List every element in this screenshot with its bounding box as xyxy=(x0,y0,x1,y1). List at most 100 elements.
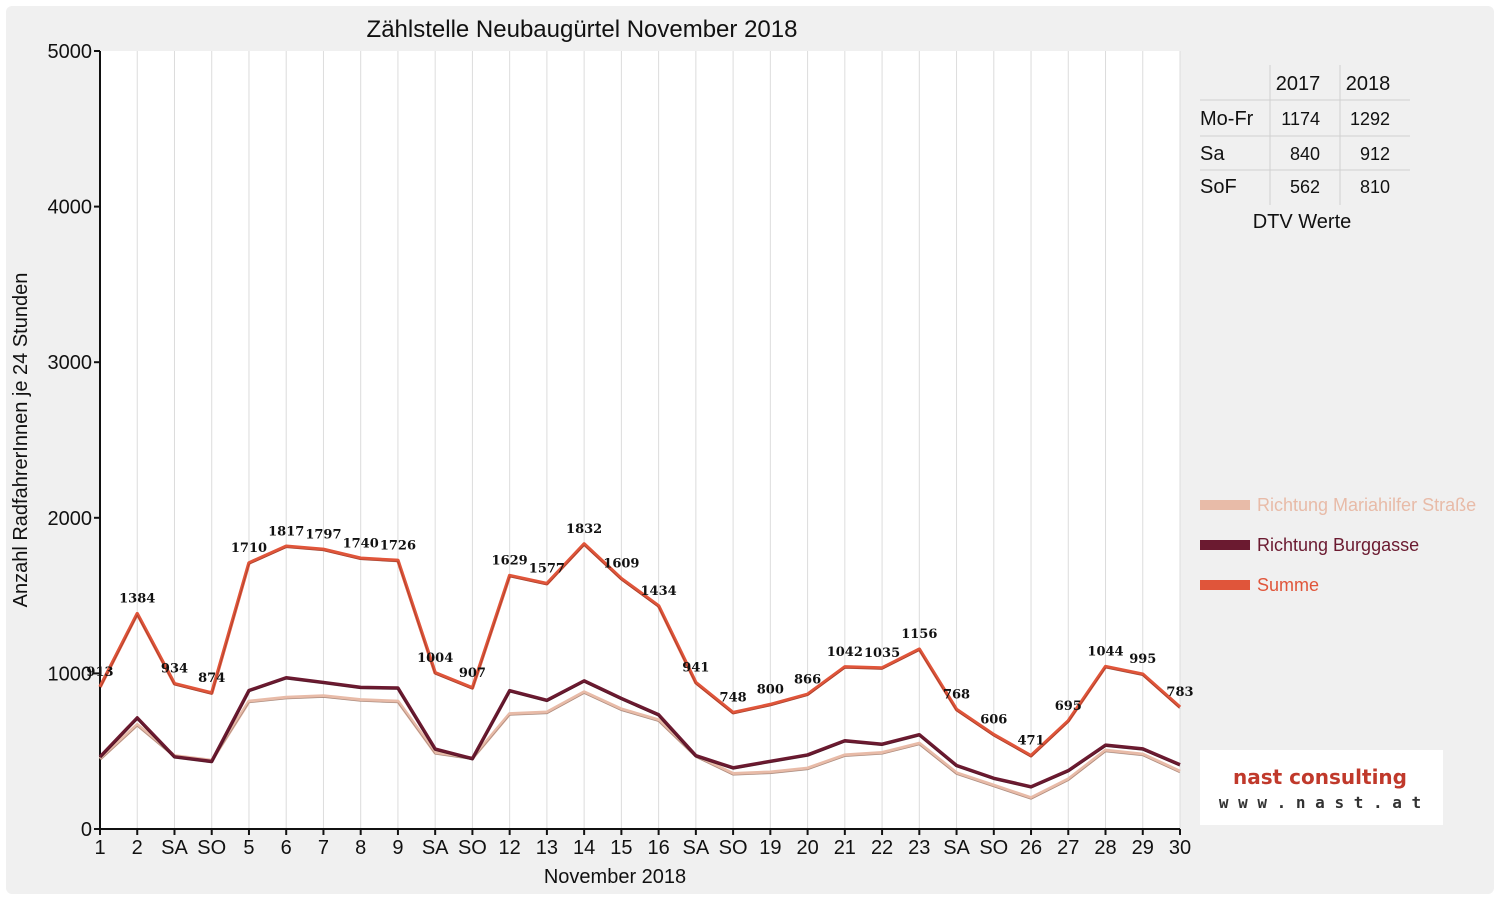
logo: nast consulting w w w . n a s t . a t xyxy=(1200,750,1443,825)
table-row-label: Mo-Fr xyxy=(1200,108,1254,130)
legend-swatch xyxy=(1200,580,1250,590)
x-tick-label: 8 xyxy=(355,837,366,859)
data-label: 1817 xyxy=(268,524,304,539)
y-tick-label: 3000 xyxy=(48,352,93,374)
x-tick-label: 19 xyxy=(759,837,781,859)
legend-swatch xyxy=(1200,540,1250,550)
legend-swatch xyxy=(1200,500,1250,510)
data-label: 1434 xyxy=(641,584,677,599)
legend: Richtung Mariahilfer Straße Richtung Burg… xyxy=(1200,495,1476,595)
series-line-shadow xyxy=(99,544,1181,758)
x-tick-label: 1 xyxy=(94,837,105,859)
x-tick-label: 16 xyxy=(647,837,669,859)
y-tick-label: 5000 xyxy=(48,41,93,63)
table-cell: 912 xyxy=(1360,144,1390,164)
data-label: 471 xyxy=(1017,734,1044,749)
x-tick-label: 28 xyxy=(1094,837,1116,859)
data-label: 1384 xyxy=(119,592,155,607)
x-axis-title: November 2018 xyxy=(544,866,686,888)
x-tick-label: 23 xyxy=(908,837,930,859)
vertical-gridlines xyxy=(136,51,1181,829)
data-label: 1710 xyxy=(231,541,267,556)
series-line-shadow xyxy=(99,678,1181,789)
data-label: 748 xyxy=(720,691,747,706)
x-tick-label: 7 xyxy=(318,837,329,859)
data-label: 913 xyxy=(86,665,113,680)
legend-label: Summe xyxy=(1257,575,1319,595)
table-row-label: SoF xyxy=(1200,176,1237,198)
y-tick-label: 4000 xyxy=(48,197,93,219)
table-cell: 1292 xyxy=(1350,109,1390,129)
dtv-table: 2017 2018 Mo-Fr 1174 1292 Sa 840 912 SoF… xyxy=(1200,65,1410,233)
x-tick-label: 27 xyxy=(1057,837,1079,859)
table-cell: 840 xyxy=(1290,144,1320,164)
table-header-2018: 2018 xyxy=(1346,73,1391,95)
table-cell: 562 xyxy=(1290,177,1320,197)
data-label: 1832 xyxy=(566,522,602,537)
series-line xyxy=(98,676,1181,789)
table-caption: DTV Werte xyxy=(1253,211,1352,233)
x-tick-label: SA xyxy=(683,837,710,859)
x-tick-label: SA xyxy=(422,837,449,859)
y-tick-label: 1000 xyxy=(48,663,93,685)
series-line xyxy=(98,542,1182,758)
table-header-2017: 2017 xyxy=(1276,73,1321,95)
data-label: 907 xyxy=(459,666,486,681)
plot-area xyxy=(100,51,1180,829)
x-tick-label: 13 xyxy=(536,837,558,859)
data-label: 1577 xyxy=(529,562,565,577)
data-label: 606 xyxy=(980,713,1007,728)
data-label: 1156 xyxy=(901,627,937,642)
data-label: 1740 xyxy=(343,536,379,551)
x-tick-label: 5 xyxy=(243,837,254,859)
x-tick-label: 12 xyxy=(499,837,521,859)
data-label: 866 xyxy=(794,672,821,687)
x-tick-label: SA xyxy=(161,837,188,859)
data-label: 941 xyxy=(682,661,709,676)
x-tick-label: SO xyxy=(458,837,487,859)
data-label: 1035 xyxy=(864,646,900,661)
data-label: 1726 xyxy=(380,538,416,553)
logo-url: w w w . n a s t . a t xyxy=(1219,793,1421,812)
y-tick-label: 0 xyxy=(81,819,92,841)
y-axis-title: Anzahl RadfahrerInnen je 24 Stunden xyxy=(10,273,32,608)
y-axis: 0 1000 2000 3000 4000 5000 xyxy=(48,41,101,841)
data-label: 874 xyxy=(198,671,225,686)
data-label: 783 xyxy=(1166,685,1193,700)
data-label: 800 xyxy=(757,683,784,698)
table-cell: 1174 xyxy=(1281,109,1320,129)
x-tick-label: SO xyxy=(719,837,748,859)
logo-box xyxy=(1200,750,1443,825)
data-label: 1042 xyxy=(827,645,863,660)
table-cell: 810 xyxy=(1360,177,1390,197)
legend-label: Richtung Mariahilfer Straße xyxy=(1257,495,1476,515)
x-tick-label: 22 xyxy=(871,837,893,859)
series-line xyxy=(98,690,1181,800)
data-label: 1797 xyxy=(305,527,341,542)
data-label: 934 xyxy=(161,662,188,677)
table-row-label: Sa xyxy=(1200,143,1225,165)
x-tick-label: 20 xyxy=(796,837,818,859)
x-axis: 1 2 SA SO 5 6 7 8 9 SA SO 12 13 14 15 16 SA SO 19 20 21 22 23 S… xyxy=(94,828,1191,859)
legend-label: Richtung Burggasse xyxy=(1257,535,1419,555)
series-line-shadow xyxy=(99,693,1181,800)
data-label: 695 xyxy=(1055,699,1082,714)
x-tick-label: SO xyxy=(197,837,226,859)
x-tick-label: 14 xyxy=(573,837,595,859)
y-tick-label: 2000 xyxy=(48,508,93,530)
data-label: 1004 xyxy=(417,651,453,666)
x-tick-label: 30 xyxy=(1169,837,1191,859)
x-tick-label: 2 xyxy=(132,837,143,859)
x-tick-label: 21 xyxy=(834,837,856,859)
x-tick-label: 15 xyxy=(610,837,632,859)
chart-title: Zählstelle Neubaugürtel November 2018 xyxy=(367,16,798,43)
logo-text: nast consulting xyxy=(1233,765,1407,789)
data-label: 995 xyxy=(1129,652,1156,667)
x-tick-label: SO xyxy=(979,837,1008,859)
x-tick-label: SA xyxy=(943,837,970,859)
x-tick-label: 26 xyxy=(1020,837,1042,859)
x-tick-label: 6 xyxy=(281,837,292,859)
data-label: 1609 xyxy=(603,557,639,572)
